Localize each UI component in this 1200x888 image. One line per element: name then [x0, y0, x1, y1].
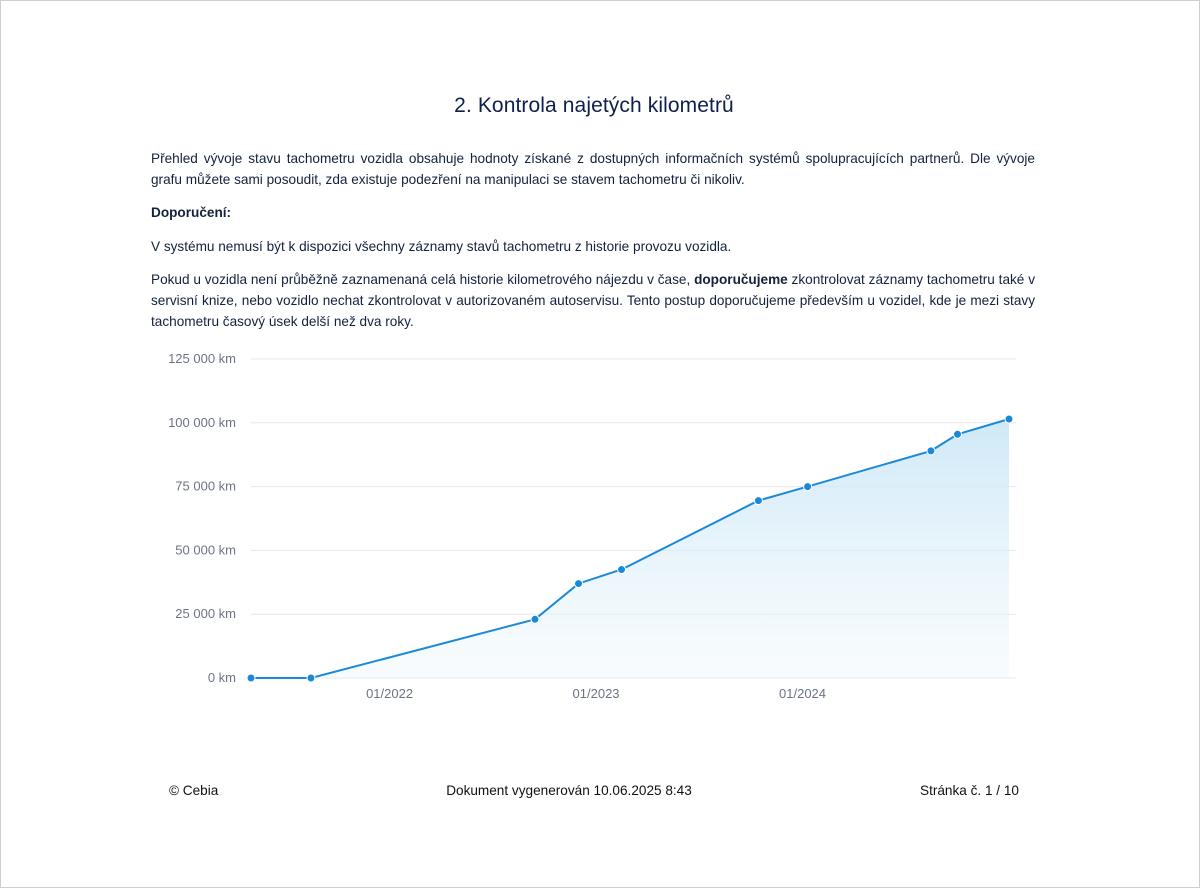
y-tick-label: 100 000 km: [168, 415, 236, 430]
y-tick-label: 50 000 km: [175, 542, 236, 557]
y-tick-label: 125 000 km: [168, 351, 236, 366]
mileage-points: [246, 414, 1014, 683]
x-axis-labels: 01/2022 01/2023 01/2024: [366, 686, 826, 701]
data-point: [246, 673, 256, 683]
recommendation-heading: Doporučení:: [151, 205, 232, 220]
data-point: [1004, 414, 1014, 424]
intro-paragraph: Přehled vývoje stavu tachometru vozidla …: [151, 151, 1035, 187]
data-point: [753, 496, 763, 506]
data-point: [574, 579, 584, 589]
mileage-chart: 0 km 25 000 km 50 000 km 75 000 km 100 000 k…: [168, 351, 1016, 701]
data-point: [530, 614, 540, 624]
x-tick-label: 01/2022: [366, 686, 413, 701]
data-point: [306, 673, 316, 683]
data-point: [803, 482, 813, 492]
mileage-area: [251, 419, 1009, 678]
data-point: [617, 565, 627, 575]
recommendation-paragraph: Pokud u vozidla není průběžně zaznamenan…: [151, 269, 1035, 332]
y-tick-label: 0 km: [208, 670, 236, 685]
x-tick-label: 01/2024: [779, 686, 826, 701]
recommendation-text-start: Pokud u vozidla není průběžně zaznamenan…: [151, 272, 695, 287]
page-number: Stránka č. 1 / 10: [920, 783, 1019, 798]
x-tick-label: 01/2023: [573, 686, 620, 701]
y-tick-label: 75 000 km: [175, 479, 236, 494]
page-title: 2. Kontrola najetých kilometrů: [454, 94, 734, 117]
recommendation-text-end: zkontrolovat záznamy tachometru také v s…: [151, 272, 1035, 329]
mileage-line: [251, 418, 1010, 679]
recommendation-emphasis: doporučujeme: [694, 272, 788, 287]
availability-note: V systému nemusí být k dispozici všechny…: [151, 239, 732, 254]
data-point: [953, 429, 963, 439]
y-axis-labels: 0 km 25 000 km 50 000 km 75 000 km 100 000 k…: [168, 351, 236, 685]
y-tick-label: 25 000 km: [175, 606, 236, 621]
data-point: [926, 446, 936, 456]
copyright: © Cebia: [169, 783, 219, 798]
generated-timestamp: Dokument vygenerován 10.06.2025 8:43: [446, 783, 692, 798]
